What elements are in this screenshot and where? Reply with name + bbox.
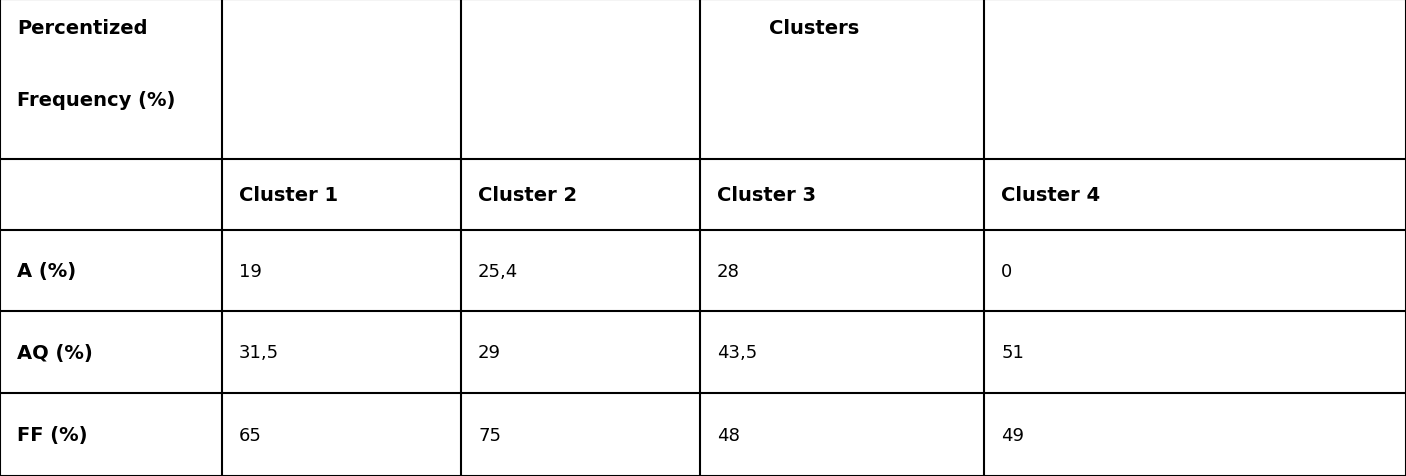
Text: 25,4: 25,4	[478, 262, 519, 280]
Text: Cluster 1: Cluster 1	[239, 186, 339, 205]
Text: 28: 28	[717, 262, 740, 280]
Text: 19: 19	[239, 262, 262, 280]
Text: Frequency (%): Frequency (%)	[17, 90, 176, 109]
Text: 75: 75	[478, 426, 501, 444]
Text: 43,5: 43,5	[717, 344, 758, 362]
Text: A (%): A (%)	[17, 262, 76, 281]
Text: Cluster 2: Cluster 2	[478, 186, 578, 205]
Text: 51: 51	[1001, 344, 1024, 362]
Text: 29: 29	[478, 344, 501, 362]
Text: Clusters: Clusters	[769, 19, 859, 38]
Text: Cluster 4: Cluster 4	[1001, 186, 1101, 205]
Text: 65: 65	[239, 426, 262, 444]
Text: Percentized: Percentized	[17, 19, 148, 38]
Text: 49: 49	[1001, 426, 1024, 444]
Text: AQ (%): AQ (%)	[17, 343, 93, 362]
Text: 31,5: 31,5	[239, 344, 280, 362]
Text: 48: 48	[717, 426, 740, 444]
Text: 0: 0	[1001, 262, 1012, 280]
Text: FF (%): FF (%)	[17, 426, 87, 444]
Text: Cluster 3: Cluster 3	[717, 186, 815, 205]
